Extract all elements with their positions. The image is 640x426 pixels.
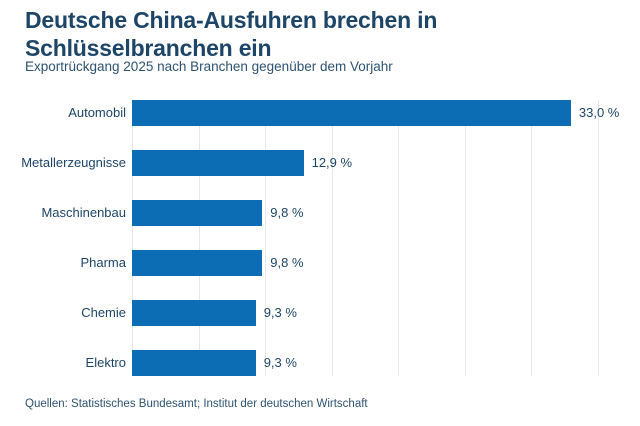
category-label: Automobil — [68, 105, 126, 120]
source-note: Quellen: Statistisches Bundesamt; Instit… — [25, 398, 368, 410]
bar — [132, 350, 256, 376]
category-label: Maschinenbau — [41, 205, 126, 220]
bar-row: Chemie 9,3 % — [0, 300, 640, 350]
value-label: 9,3 % — [263, 355, 297, 370]
bar — [132, 150, 304, 176]
bar — [132, 300, 256, 326]
value-label: 9,3 % — [263, 305, 297, 320]
value-label: 9,8 % — [270, 205, 304, 220]
bar — [132, 100, 571, 126]
bar-row: Pharma 9,8 % — [0, 250, 640, 300]
chart-subtitle: Exportrückgang 2025 nach Branchen gegenü… — [25, 59, 393, 74]
gridline — [398, 100, 399, 376]
gridline — [464, 100, 466, 376]
category-label: Elektro — [85, 355, 126, 370]
bar-rows: Automobil 33,0 % Metallerzeugnisse 12,9 % Ma… — [0, 100, 640, 400]
chart-title-line1: Deutsche China-Ausfuhren brechen in — [25, 7, 438, 33]
bar — [132, 250, 263, 276]
category-label: Metallerzeugnisse — [21, 155, 126, 170]
value-label: 33,0 % — [578, 105, 620, 120]
bar-chart: Automobil 33,0 % Metallerzeugnisse 12,9 % Ma… — [0, 100, 640, 376]
category-label: Pharma — [80, 255, 126, 270]
gridlines — [132, 100, 599, 376]
gridline — [597, 100, 599, 376]
bar — [132, 200, 263, 226]
bar-row: Automobil 33,0 % — [0, 100, 640, 150]
bar-row: Elektro 9,3 % — [0, 350, 640, 400]
gridline — [531, 100, 532, 376]
category-label: Chemie — [81, 305, 126, 320]
gridline — [132, 100, 133, 376]
gridline — [198, 100, 200, 376]
value-label: 9,8 % — [270, 255, 304, 270]
bar-row: Metallerzeugnisse 12,9 % — [0, 150, 640, 200]
chart-title: Deutsche China-Ausfuhren brechen in Schlü… — [25, 6, 545, 62]
chart-title-line2: Schlüsselbranchen ein — [25, 35, 272, 61]
gridline — [265, 100, 266, 376]
value-label: 12,9 % — [311, 155, 353, 170]
bar-row: Maschinenbau 9,8 % — [0, 200, 640, 250]
gridline — [331, 100, 333, 376]
